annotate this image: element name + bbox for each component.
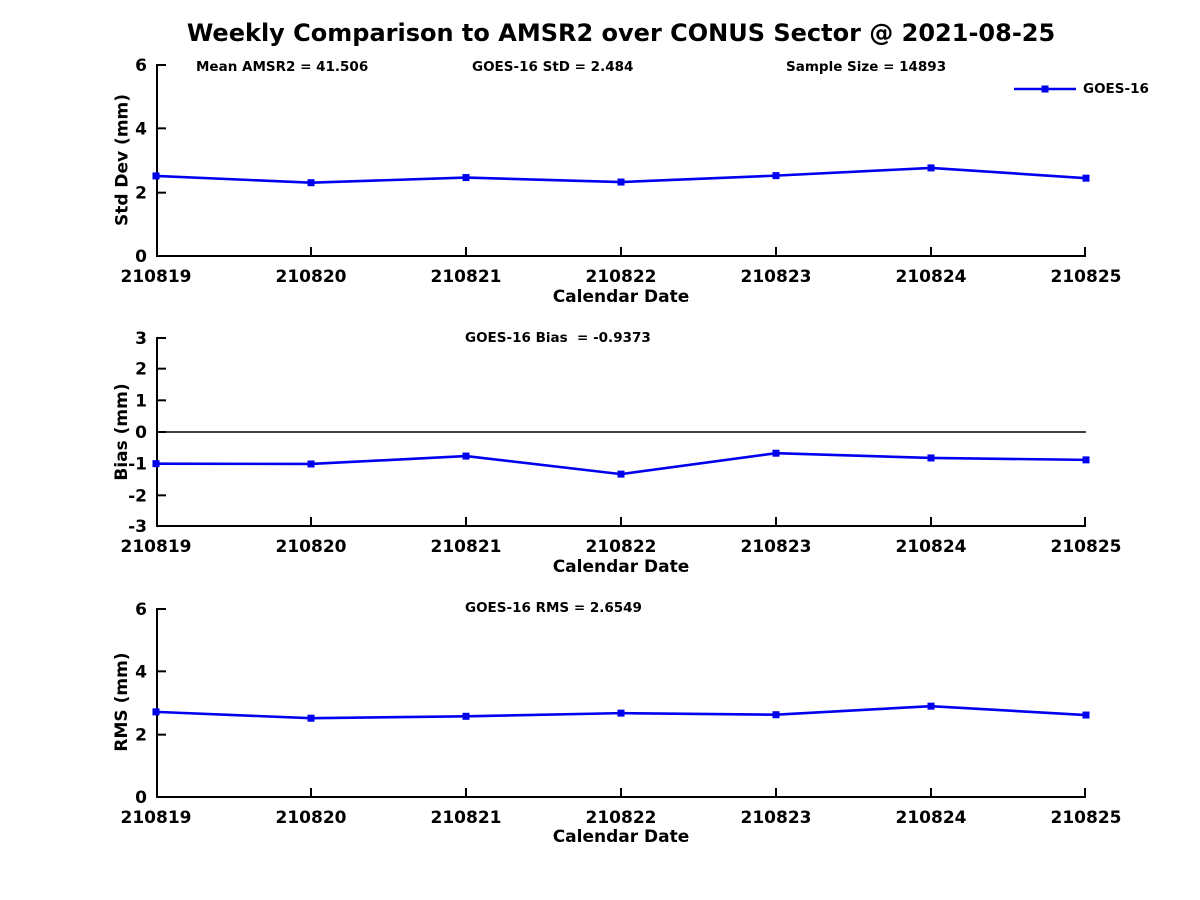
data-point-marker bbox=[772, 172, 780, 180]
legend-marker bbox=[1041, 85, 1049, 93]
x-tick-label: 210819 bbox=[121, 537, 192, 557]
x-tick-label: 210820 bbox=[276, 537, 347, 557]
data-point-marker bbox=[617, 178, 625, 186]
data-point-marker bbox=[307, 179, 315, 187]
y-tick-label: 0 bbox=[135, 247, 147, 267]
x-tick-label: 210819 bbox=[121, 267, 192, 287]
data-point-marker bbox=[152, 460, 160, 468]
legend: GOES-16 bbox=[1014, 81, 1149, 97]
data-point-marker bbox=[1082, 711, 1090, 719]
x-tick-label: 210823 bbox=[741, 537, 812, 557]
y-tick-label: -1 bbox=[128, 455, 147, 475]
x-tick-label: 210821 bbox=[431, 537, 502, 557]
data-point-marker bbox=[307, 460, 315, 468]
data-point-marker bbox=[617, 470, 625, 478]
annotation-mean-amsr2: Mean AMSR2 = 41.506 bbox=[196, 59, 369, 75]
annotation-goes16-rms: GOES-16 RMS = 2.6549 bbox=[465, 600, 642, 616]
data-point-marker bbox=[772, 711, 780, 719]
legend-line-marker-icon bbox=[1014, 85, 1076, 93]
x-tick-label: 210821 bbox=[431, 808, 502, 828]
legend-label: GOES-16 bbox=[1083, 81, 1149, 97]
annotation-goes16-bias: GOES-16 Bias = -0.9373 bbox=[465, 330, 651, 346]
data-point-marker bbox=[772, 449, 780, 457]
figure-title: Weekly Comparison to AMSR2 over CONUS Se… bbox=[186, 19, 1056, 47]
data-point-marker bbox=[927, 454, 935, 462]
x-tick-label: 210825 bbox=[1051, 267, 1122, 287]
x-tick-label: 210821 bbox=[431, 267, 502, 287]
stddev-plot: 0 2 4 6 210819 210820 210821 210822 210823 210824… bbox=[121, 56, 1122, 287]
x-tick-label: 210820 bbox=[276, 808, 347, 828]
y-tick-label: 0 bbox=[135, 788, 147, 808]
y-tick-label: -2 bbox=[128, 486, 147, 506]
xlabel-rms: Calendar Date bbox=[552, 827, 690, 847]
x-tick-label: 210822 bbox=[586, 267, 657, 287]
ylabel-stddev: Std Dev (mm) bbox=[112, 93, 133, 227]
y-tick-label: 4 bbox=[135, 662, 147, 682]
data-point-marker bbox=[307, 714, 315, 722]
x-tick-label: 210823 bbox=[741, 808, 812, 828]
y-tick-label: 2 bbox=[135, 360, 147, 380]
ylabel-rms: RMS (mm) bbox=[112, 652, 132, 752]
data-point-marker bbox=[617, 709, 625, 717]
data-point-marker bbox=[152, 708, 160, 716]
xlabel-stddev: Calendar Date bbox=[552, 287, 690, 307]
xlabel-bias: Calendar Date bbox=[552, 557, 690, 577]
y-tick-label: 6 bbox=[135, 600, 147, 620]
data-point-marker bbox=[462, 452, 470, 460]
y-tick-label: 3 bbox=[135, 329, 147, 349]
x-tick-label: 210820 bbox=[276, 267, 347, 287]
y-tick-label: 2 bbox=[135, 184, 147, 204]
x-tick-label: 210822 bbox=[586, 537, 657, 557]
data-point-marker bbox=[462, 712, 470, 720]
x-tick-label: 210819 bbox=[121, 808, 192, 828]
x-tick-label: 210824 bbox=[896, 267, 967, 287]
data-point-marker bbox=[152, 172, 160, 180]
bias-plot: -3 -2 -1 0 1 2 3 210819 210820 210821 210822 210823… bbox=[121, 329, 1122, 557]
y-tick-label: 2 bbox=[135, 726, 147, 746]
x-tick-label: 210823 bbox=[741, 267, 812, 287]
y-tick-label: 6 bbox=[135, 56, 147, 76]
y-tick-label: -3 bbox=[128, 517, 147, 537]
x-tick-label: 210822 bbox=[586, 808, 657, 828]
annotation-sample-size: Sample Size = 14893 bbox=[786, 59, 947, 75]
y-tick-label: 4 bbox=[135, 119, 147, 139]
data-point-marker bbox=[462, 174, 470, 182]
x-tick-label: 210825 bbox=[1051, 537, 1122, 557]
data-point-marker bbox=[1082, 456, 1090, 464]
data-point-marker bbox=[1082, 174, 1090, 182]
x-tick-label: 210824 bbox=[896, 808, 967, 828]
y-tick-label: 1 bbox=[135, 391, 147, 411]
x-tick-label: 210825 bbox=[1051, 808, 1122, 828]
x-tick-label: 210824 bbox=[896, 537, 967, 557]
y-tick-label: 0 bbox=[135, 423, 147, 443]
rms-plot: 0 2 4 6 210819 210820 210821 210822 210823 210824… bbox=[121, 600, 1122, 828]
annotation-goes16-std: GOES-16 StD = 2.484 bbox=[472, 59, 634, 75]
data-point-marker bbox=[927, 702, 935, 710]
data-point-marker bbox=[927, 164, 935, 172]
